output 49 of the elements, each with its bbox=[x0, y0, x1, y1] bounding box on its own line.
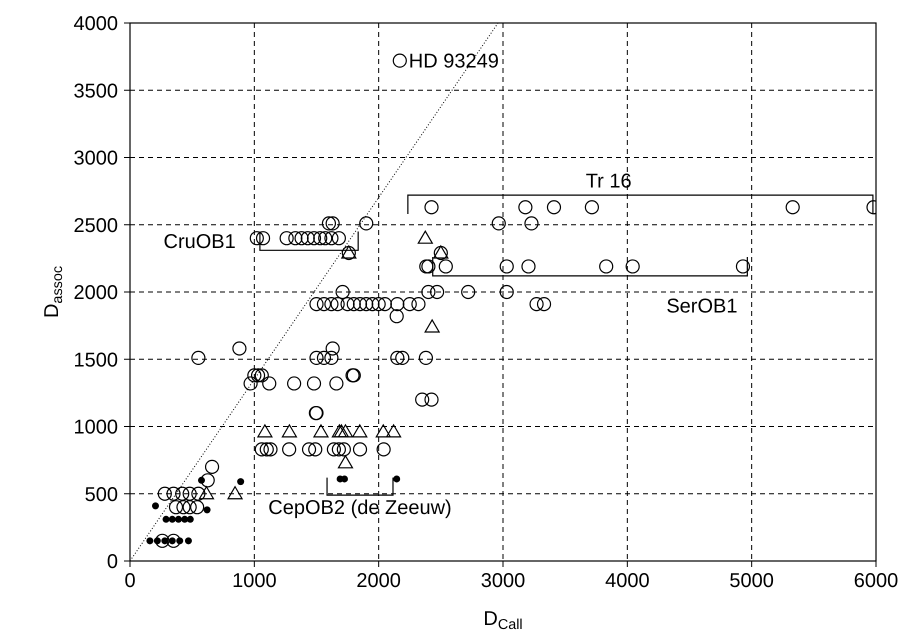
point bbox=[152, 502, 159, 510]
point bbox=[237, 478, 244, 486]
x-tick-label: 0 bbox=[124, 570, 136, 592]
point bbox=[313, 424, 329, 438]
y-tick-label: 4000 bbox=[74, 13, 118, 36]
point bbox=[162, 516, 170, 523]
point bbox=[146, 537, 154, 544]
y-tick-label: 3500 bbox=[74, 80, 118, 102]
point bbox=[338, 424, 354, 438]
annotation: SerOB1 bbox=[666, 295, 738, 318]
point bbox=[227, 486, 243, 500]
point bbox=[257, 424, 272, 438]
point bbox=[204, 506, 211, 514]
annotation: CruOB1 bbox=[164, 230, 236, 253]
point bbox=[184, 537, 192, 544]
point bbox=[198, 486, 214, 500]
point bbox=[352, 424, 368, 438]
point bbox=[176, 537, 184, 544]
point bbox=[168, 516, 176, 523]
x-tick-label: 3000 bbox=[480, 570, 526, 592]
point bbox=[186, 516, 194, 523]
y-tick-label: 3000 bbox=[74, 148, 118, 170]
point bbox=[376, 424, 391, 438]
point bbox=[393, 475, 400, 482]
x-tick-label: 6000 bbox=[854, 570, 898, 592]
point bbox=[198, 476, 205, 484]
point bbox=[424, 319, 440, 333]
x-tick-label: 2000 bbox=[356, 570, 401, 592]
point bbox=[341, 245, 356, 259]
annotation: HD 93249 bbox=[408, 50, 499, 73]
point bbox=[338, 455, 354, 468]
annotation: Tr 16 bbox=[586, 170, 632, 192]
y-tick-label: 0 bbox=[106, 551, 118, 574]
y-tick-label: 500 bbox=[84, 484, 118, 506]
point bbox=[174, 516, 182, 523]
point bbox=[418, 230, 433, 244]
x-axis-title: D$_{Call}$ bbox=[483, 608, 523, 634]
y-tick-label: 1000 bbox=[74, 416, 118, 439]
y-tick-label: 2500 bbox=[74, 214, 118, 237]
y-tick-label: 2000 bbox=[74, 282, 118, 304]
point bbox=[154, 537, 161, 544]
point bbox=[386, 424, 402, 438]
x-tick-label: 1000 bbox=[232, 570, 277, 592]
point bbox=[433, 245, 448, 259]
y-tick-label: 1500 bbox=[74, 349, 118, 372]
point bbox=[282, 424, 297, 438]
annotation: CepOB2 (de Zeeuw) bbox=[268, 497, 452, 520]
x-tick-label: 5000 bbox=[729, 570, 774, 592]
x-tick-label: 4000 bbox=[605, 570, 650, 592]
